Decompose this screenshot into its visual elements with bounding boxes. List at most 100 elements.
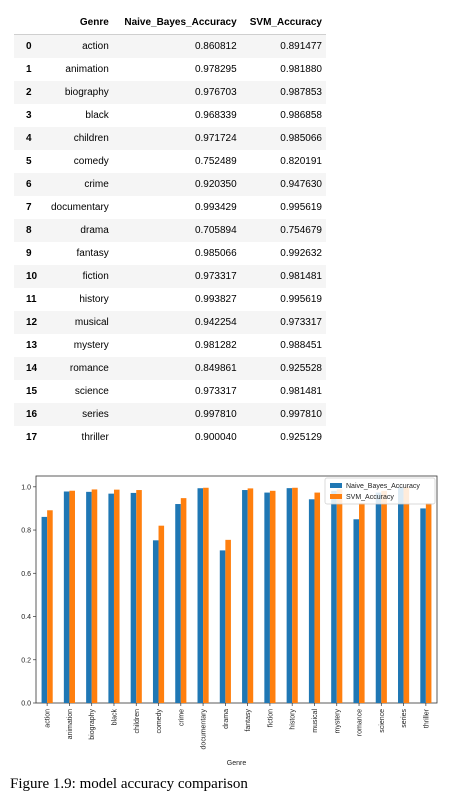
table-row: 4 children 0.971724 0.985066 (14, 127, 326, 150)
bar-svm-series (403, 487, 410, 703)
bar-naive-bayes-history (286, 488, 293, 703)
table-cell: 0.973317 (194, 386, 237, 397)
row-index: 16 (14, 403, 43, 426)
row-index: 4 (14, 127, 43, 150)
table-cell: crime (42, 173, 113, 196)
table-cell: 0.985066 (194, 248, 237, 259)
table-row: 8 drama 0.705894 0.754679 (14, 219, 326, 242)
table-row: 2 biography 0.976703 0.987853 (14, 81, 326, 104)
table-cell: 0.971724 (112, 127, 241, 150)
table-cell: drama (42, 219, 113, 242)
x-tick-label: mystery (334, 709, 341, 734)
row-index: 5 (26, 156, 32, 167)
table-cell: 0.985066 (240, 127, 326, 150)
bar-svm-science (381, 490, 387, 703)
x-tick-label: animation (67, 709, 74, 739)
x-tick-label: biography (89, 709, 96, 740)
bar-naive-bayes-children (130, 492, 137, 703)
legend-label: SVM_Accuracy (346, 494, 394, 501)
bar-naive-bayes-documentary (197, 488, 204, 703)
table-cell: 0.900040 (194, 432, 237, 443)
table-cell: musical (42, 311, 113, 334)
table-cell: 0.995619 (280, 294, 322, 305)
column-header: SVM_Accuracy (240, 11, 326, 35)
x-tick-label: documentary (201, 709, 208, 750)
table-cell: 0.978295 (194, 64, 237, 75)
table-cell: fantasy (76, 248, 109, 259)
table-cell: romance (42, 357, 113, 380)
table-cell: 0.820191 (280, 156, 322, 167)
bar-svm-mystery (336, 489, 343, 703)
table-cell: 0.925129 (280, 432, 322, 443)
row-index: 0 (14, 34, 43, 58)
table-cell: 0.981282 (194, 340, 237, 351)
table-row: 13 mystery 0.981282 0.988451 (14, 334, 326, 357)
table-row: 5 comedy 0.752489 0.820191 (14, 150, 326, 173)
table-cell: thriller (81, 432, 109, 443)
table-cell: action (42, 34, 113, 58)
x-tick-label: children (134, 709, 141, 734)
bar-svm-musical (314, 492, 321, 703)
table-cell: children (42, 127, 113, 150)
bar-svm-drama (225, 539, 231, 703)
bar-naive-bayes-black (108, 493, 114, 703)
bar-svm-action (47, 510, 53, 703)
bar-naive-bayes-romance (353, 519, 360, 703)
table-row: 6 crime 0.920350 0.947630 (14, 173, 326, 196)
table-cell: 0.997810 (112, 403, 241, 426)
table-cell: science (74, 386, 109, 397)
figure-caption: Figure 1.9: model accuracy comparison (10, 776, 248, 792)
table-cell: 0.973317 (112, 265, 241, 288)
table-row: 12 musical 0.942254 0.973317 (14, 311, 326, 334)
row-index: 14 (14, 357, 43, 380)
table-cell: 0.754679 (240, 219, 326, 242)
x-tick-label: thriller (423, 708, 430, 728)
bar-svm-history (292, 487, 298, 703)
legend-swatch-naive-bayes (330, 483, 342, 488)
bar-naive-bayes-fiction (264, 492, 270, 703)
row-index: 11 (26, 294, 37, 305)
row-index: 8 (14, 219, 43, 242)
table-cell: 0.997810 (240, 403, 326, 426)
y-tick-label: 1.0 (21, 484, 31, 491)
x-tick-label: science (379, 709, 386, 733)
table-cell: 0.968339 (194, 110, 237, 121)
legend-box (324, 477, 436, 505)
row-index: 6 (14, 173, 43, 196)
table-row: 11 history 0.993827 0.995619 (14, 288, 326, 311)
table-cell: 0.942254 (112, 311, 241, 334)
table-cell: 0.947630 (240, 173, 326, 196)
table-cell: 0.705894 (112, 219, 241, 242)
table-row: 14 romance 0.849861 0.925528 (14, 357, 326, 380)
table-cell: documentary (50, 202, 109, 213)
y-tick-label: 0.4 (21, 614, 31, 621)
table-cell: 0.986858 (280, 110, 322, 121)
row-index: 1 (26, 64, 32, 75)
x-tick-label: history (290, 709, 297, 730)
x-tick-label: comedy (156, 709, 163, 734)
bar-naive-bayes-fantasy (242, 490, 248, 703)
table-cell: mystery (73, 340, 109, 351)
table-cell: 0.993827 (194, 294, 237, 305)
x-tick-label: series (401, 709, 408, 728)
table-cell: comedy (73, 156, 109, 167)
bar-svm-thriller (425, 503, 432, 703)
bar-naive-bayes-action (41, 516, 48, 703)
bar-naive-bayes-biography (86, 491, 92, 703)
table-row: 17 thriller 0.900040 0.925129 (14, 426, 326, 449)
y-tick-label: 0.6 (21, 571, 31, 578)
table-cell: biography (42, 81, 113, 104)
column-header: Genre (42, 11, 113, 35)
bar-svm-animation (69, 490, 75, 703)
table-cell: 0.981481 (280, 386, 322, 397)
bar-naive-bayes-animation (63, 491, 70, 703)
bar-naive-bayes-mystery (331, 490, 337, 703)
table-row: 0 action 0.860812 0.891477 (14, 34, 326, 58)
x-tick-label: musical (312, 709, 319, 733)
x-tick-label: black (111, 709, 118, 726)
column-header (14, 11, 43, 35)
table-cell: 0.992632 (280, 248, 322, 259)
table-cell: 0.973317 (240, 311, 326, 334)
table-cell: 0.981481 (240, 265, 326, 288)
